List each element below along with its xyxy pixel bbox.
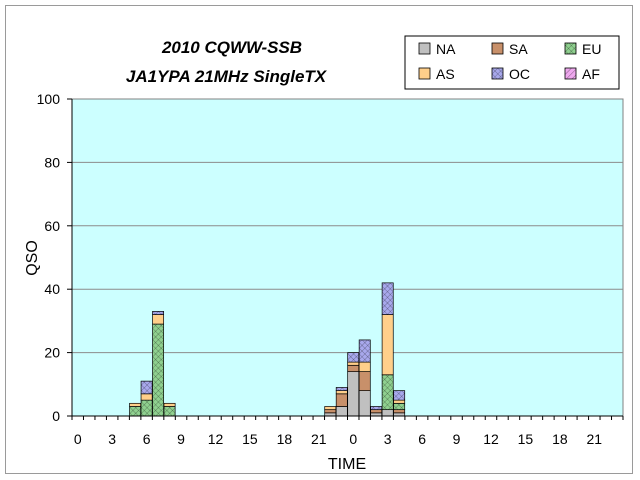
bar-as-h27 <box>381 314 394 376</box>
bar-na-h23 <box>335 406 348 417</box>
x-tick-label-10: 6 <box>418 431 426 447</box>
x-tick-label-2: 6 <box>143 431 151 447</box>
legend-swatch-as <box>418 67 431 80</box>
legend-label-eu: EU <box>582 41 601 57</box>
bar-pattern-eu-h8 <box>164 406 176 416</box>
y-tick-label-1: 20 <box>44 345 60 361</box>
legend-swatch-sa <box>491 42 504 55</box>
x-tick-label-11: 9 <box>453 431 461 447</box>
bar-pattern-eu-h6 <box>141 400 153 416</box>
legend-label-af: AF <box>582 66 600 82</box>
bar-pattern-eu-h7 <box>152 324 164 416</box>
chart-title-line-2: JA1YPA 21MHz SingleTX <box>126 67 328 86</box>
x-tick-label-15: 21 <box>587 431 603 447</box>
bars <box>129 282 406 417</box>
x-tick-label-5: 15 <box>242 431 258 447</box>
bar-as-h7 <box>152 314 165 325</box>
legend-label-as: AS <box>436 66 455 82</box>
bar-pattern-oc-h6 <box>141 381 153 394</box>
y-axis-label: QSO <box>24 240 41 276</box>
bar-as-h6 <box>140 393 153 401</box>
legend-label-oc: OC <box>509 66 530 82</box>
x-tick-label-0: 0 <box>74 431 82 447</box>
legend-swatch-pattern-af <box>565 68 576 79</box>
x-tick-label-13: 15 <box>518 431 534 447</box>
bar-sa-h28 <box>393 409 406 414</box>
y-tick-label-3: 60 <box>44 218 60 234</box>
bar-sa-h25 <box>358 371 371 391</box>
x-tick-label-4: 12 <box>208 431 224 447</box>
bar-pattern-oc-h25 <box>359 339 371 363</box>
bar-pattern-oc-h26 <box>370 406 382 410</box>
bar-pattern-eu-h28 <box>393 403 405 410</box>
bar-as-h8 <box>163 402 176 407</box>
bar-pattern-oc-h27 <box>382 282 394 315</box>
y-tick-label-0: 0 <box>52 408 60 424</box>
x-tick-label-6: 18 <box>277 431 293 447</box>
legend-swatch-pattern-eu <box>565 43 576 54</box>
bar-pattern-eu-h27 <box>382 374 394 410</box>
x-tick-label-9: 3 <box>384 431 392 447</box>
bar-na-h25 <box>358 390 371 417</box>
x-tick-label-7: 21 <box>311 431 327 447</box>
y-axis: 0 20 40 60 80 100 <box>37 91 73 424</box>
bar-pattern-oc-h24 <box>347 352 359 363</box>
y-tick-label-4: 80 <box>44 154 60 170</box>
bar-sa-h23 <box>335 393 348 407</box>
bar-pattern-eu-h5 <box>129 406 141 416</box>
bar-as-h22 <box>324 406 337 411</box>
legend-box <box>404 35 620 90</box>
bar-pattern-oc-h28 <box>393 390 405 401</box>
x-tick-label-14: 18 <box>552 431 568 447</box>
bar-sa-h24 <box>347 364 360 372</box>
legend-label-sa: SA <box>509 41 528 57</box>
bar-sa-h26 <box>370 409 383 414</box>
y-tick-label-2: 40 <box>44 281 60 297</box>
y-tick-label-5: 100 <box>37 91 61 107</box>
bar-as-h23 <box>335 390 348 395</box>
chart-title-line-1: 2010 CQWW-SSB <box>161 38 302 57</box>
bar-pattern-oc-h23 <box>336 387 348 391</box>
legend: NA SA EU AS OC AF <box>404 35 620 90</box>
x-axis-label: TIME <box>328 456 366 473</box>
bar-pattern-oc-h7 <box>152 311 164 315</box>
legend-swatch-pattern-oc <box>492 68 503 79</box>
bar-na-h27 <box>381 409 394 417</box>
x-tick-label-1: 3 <box>108 431 116 447</box>
bar-as-h25 <box>358 361 371 372</box>
bar-as-h5 <box>129 402 142 407</box>
bar-as-h28 <box>393 399 406 404</box>
x-tick-label-12: 12 <box>483 431 499 447</box>
bar-na-h24 <box>347 371 360 417</box>
legend-label-na: NA <box>436 41 456 57</box>
x-tick-label-8: 0 <box>349 431 357 447</box>
x-tick-label-3: 9 <box>177 431 185 447</box>
bar-sa-h22 <box>324 409 337 414</box>
legend-swatch-na <box>418 42 431 55</box>
bar-as-h24 <box>347 361 360 366</box>
x-axis: 0 3 6 9 12 15 18 21 0 3 6 9 12 15 18 21 <box>71 415 624 447</box>
